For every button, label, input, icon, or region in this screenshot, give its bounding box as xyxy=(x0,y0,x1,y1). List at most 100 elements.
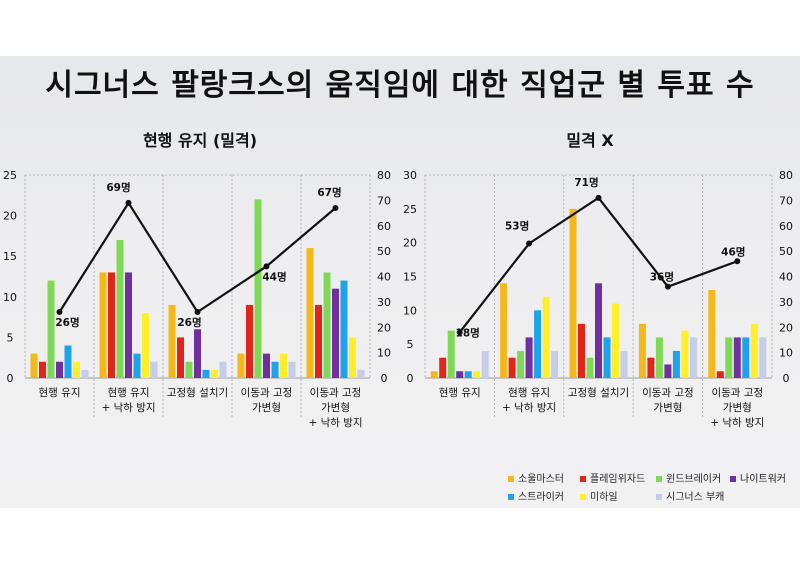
total-data-label: 69명 xyxy=(106,181,130,194)
y-tick-label: 15 xyxy=(403,271,417,284)
category-label: 이동과 고정 xyxy=(310,387,362,399)
bar xyxy=(542,296,550,378)
bar xyxy=(116,239,124,378)
bar xyxy=(237,353,245,378)
bar xyxy=(185,361,193,378)
bar xyxy=(219,361,227,378)
bar xyxy=(150,361,158,378)
bar xyxy=(439,357,447,378)
y2-tick-label: 40 xyxy=(779,271,793,284)
bar xyxy=(254,199,262,378)
y-tick-label: 0 xyxy=(7,372,14,385)
bar xyxy=(280,353,287,378)
y-tick-label: 0 xyxy=(407,372,414,385)
category-label: + 낙하 방지 xyxy=(710,416,764,429)
y2-tick-label: 70 xyxy=(779,194,793,207)
total-marker xyxy=(595,194,602,201)
bar xyxy=(551,350,559,378)
total-marker xyxy=(125,199,132,206)
y-tick-label: 20 xyxy=(403,237,417,250)
category-label: 고정형 설치기 xyxy=(568,387,629,399)
y2-tick-label: 10 xyxy=(377,347,391,360)
y2-tick-label: 50 xyxy=(779,245,793,258)
legend-label: 나이트워커 xyxy=(740,474,786,485)
bar xyxy=(56,361,63,378)
bar xyxy=(168,304,176,378)
total-data-label: 71명 xyxy=(574,176,598,189)
bar xyxy=(177,337,184,378)
category-label: + 낙하 방지 xyxy=(101,401,155,414)
bar xyxy=(47,280,55,378)
y2-tick-label: 70 xyxy=(377,194,391,207)
bar xyxy=(534,310,542,378)
total-marker xyxy=(263,263,270,270)
category-label: 현행 유지 xyxy=(108,387,150,399)
category-label: 이동과 고정 xyxy=(241,387,293,399)
total-marker xyxy=(456,329,463,336)
total-data-label: 44명 xyxy=(262,270,286,283)
bar xyxy=(99,272,107,378)
bar xyxy=(481,350,489,378)
category-label: + 낙하 방지 xyxy=(502,401,556,414)
bar xyxy=(456,371,464,378)
bar xyxy=(30,353,38,378)
bar xyxy=(750,323,758,378)
bar xyxy=(473,371,481,378)
y2-tick-label: 0 xyxy=(783,372,790,385)
y2-tick-label: 30 xyxy=(377,296,391,309)
chart-title-left: 현행 유지 (밀격) xyxy=(142,131,258,150)
category-label: 가변형 xyxy=(723,402,752,414)
bar xyxy=(655,337,663,378)
category-label: 이동과 고정 xyxy=(711,387,763,399)
y2-tick-label: 80 xyxy=(377,169,391,182)
category-label: 이동과 고정 xyxy=(642,387,694,399)
y2-tick-label: 10 xyxy=(779,347,793,360)
bar xyxy=(211,369,218,378)
y2-tick-label: 0 xyxy=(381,372,388,385)
category-label: 고정형 설치기 xyxy=(167,387,228,399)
bar xyxy=(569,208,577,378)
category-label: 현행 유지 xyxy=(439,387,481,399)
bar xyxy=(578,323,585,378)
y2-tick-label: 60 xyxy=(779,220,793,233)
bar xyxy=(263,353,270,378)
category-label: 가변형 xyxy=(252,402,281,414)
y2-tick-label: 30 xyxy=(779,296,793,309)
legend-label: 시그너스 부캐 xyxy=(666,492,725,503)
bar xyxy=(142,313,149,378)
bar xyxy=(464,371,472,378)
slide-title: 시그너스 팔랑크스의 움직임에 대한 직업군 별 투표 수 xyxy=(45,68,755,103)
y-tick-label: 5 xyxy=(7,331,14,344)
bar xyxy=(759,337,767,378)
bar xyxy=(500,283,508,378)
y2-tick-label: 40 xyxy=(377,271,391,284)
legend-item: 나이트워커 xyxy=(730,470,786,485)
bar xyxy=(733,337,741,378)
bar xyxy=(271,361,279,378)
bar xyxy=(340,280,348,378)
total-marker xyxy=(734,258,741,265)
total-marker xyxy=(664,283,671,290)
legend-item: 시그너스 부캐 xyxy=(656,488,724,503)
legend-label: 스트라이커 xyxy=(518,492,564,503)
bar xyxy=(349,337,356,378)
y2-tick-label: 50 xyxy=(377,245,391,258)
bar xyxy=(81,369,89,378)
bar xyxy=(133,353,141,378)
bar xyxy=(525,337,533,378)
y2-tick-label: 20 xyxy=(779,321,793,334)
bar xyxy=(708,290,716,378)
bar xyxy=(288,361,296,378)
bar xyxy=(108,272,115,378)
background-panel xyxy=(0,56,800,508)
y-tick-label: 25 xyxy=(3,169,17,182)
category-label: 가변형 xyxy=(653,402,682,414)
y-tick-label: 25 xyxy=(403,203,417,216)
bar xyxy=(672,350,680,378)
y-tick-label: 10 xyxy=(3,291,17,304)
bar xyxy=(725,337,733,378)
total-marker xyxy=(332,204,339,211)
total-data-label: 26명 xyxy=(177,316,201,329)
bar xyxy=(586,357,594,378)
